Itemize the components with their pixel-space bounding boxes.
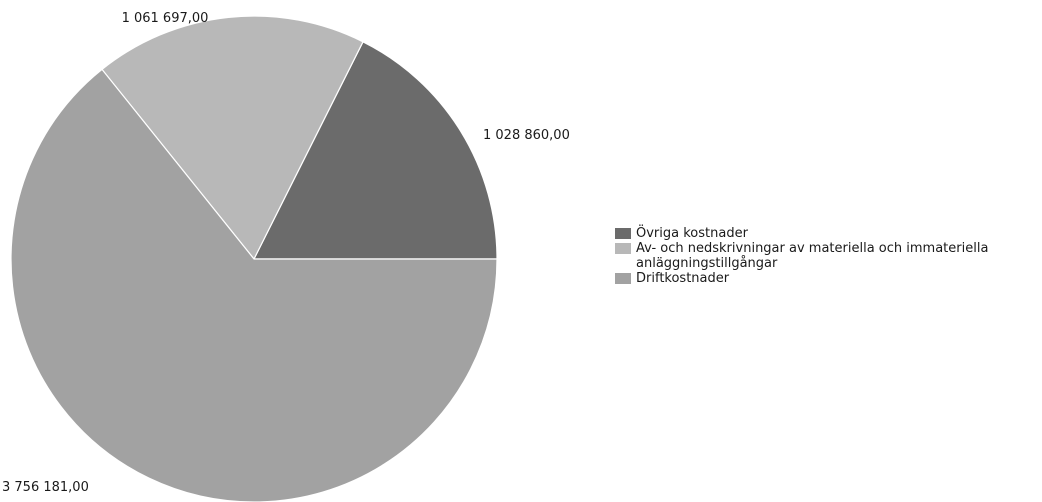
pie-data-labels: 1 028 860,00 1 061 697,00 3 756 181,00	[2, 11, 570, 495]
pie-slice	[101, 15, 364, 261]
pie-slice	[10, 68, 498, 502]
legend-label: Av- och nedskrivningar av materiella och…	[636, 241, 989, 271]
chart-legend: Övriga kostnader Av- och nedskrivningar a…	[615, 226, 1042, 286]
pie-slice	[253, 41, 498, 260]
legend-item: Av- och nedskrivningar av materiella och…	[615, 241, 1042, 271]
legend-label: Övriga kostnader	[636, 226, 748, 241]
legend-item: Driftkostnader	[615, 271, 1042, 286]
slice-data-label: 3 756 181,00	[2, 480, 89, 495]
pie-slices	[10, 15, 498, 502]
slice-data-label: 1 061 697,00	[122, 11, 209, 26]
legend-swatch	[615, 228, 631, 239]
slice-data-label: 1 028 860,00	[483, 128, 570, 143]
legend-swatch	[615, 273, 631, 284]
legend-swatch	[615, 243, 631, 254]
legend-item: Övriga kostnader	[615, 226, 1042, 241]
legend-label: Driftkostnader	[636, 271, 730, 286]
